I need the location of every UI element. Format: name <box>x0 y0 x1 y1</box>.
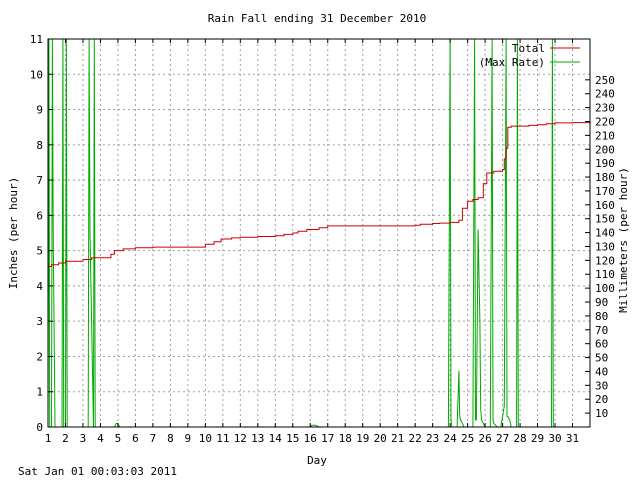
y-left-tick-label: 0 <box>36 421 43 434</box>
y-right-axis-label: Millimeters (per hour) <box>617 167 630 313</box>
x-tick-label: 26 <box>478 432 491 445</box>
x-tick-label: 6 <box>132 432 139 445</box>
x-tick-label: 21 <box>391 432 404 445</box>
x-tick-label: 8 <box>167 432 174 445</box>
y-right-tick-label: 150 <box>595 213 615 226</box>
y-right-axis-ticks: 1020304050607080901001101201301401501601… <box>585 74 615 420</box>
x-tick-label: 11 <box>216 432 229 445</box>
y-right-tick-label: 10 <box>595 407 608 420</box>
x-tick-label: 25 <box>461 432 474 445</box>
x-tick-label: 15 <box>286 432 299 445</box>
y-left-tick-label: 11 <box>30 33 43 46</box>
x-tick-label: 27 <box>496 432 509 445</box>
x-tick-label: 28 <box>513 432 526 445</box>
plot-frame <box>47 38 591 428</box>
x-tick-label: 1 <box>45 432 52 445</box>
x-tick-label: 18 <box>339 432 352 445</box>
y-right-tick-label: 230 <box>595 102 615 115</box>
total-series-line <box>48 122 590 267</box>
y-left-tick-label: 5 <box>36 245 43 258</box>
y-right-tick-label: 210 <box>595 129 615 142</box>
y-left-tick-label: 10 <box>30 68 43 81</box>
x-tick-label: 5 <box>115 432 122 445</box>
x-tick-label: 4 <box>97 432 104 445</box>
y-left-tick-label: 8 <box>36 139 43 152</box>
y-left-tick-label: 6 <box>36 209 43 222</box>
y-right-tick-label: 200 <box>595 143 615 156</box>
y-left-tick-label: 3 <box>36 315 43 328</box>
y-right-tick-label: 170 <box>595 185 615 198</box>
x-tick-label: 13 <box>251 432 264 445</box>
y-right-tick-label: 100 <box>595 282 615 295</box>
legend: Total (Max Rate) <box>479 42 580 69</box>
y-left-tick-label: 2 <box>36 350 43 363</box>
x-tick-label: 12 <box>234 432 247 445</box>
x-tick-label: 2 <box>62 432 69 445</box>
y-right-tick-label: 20 <box>595 393 608 406</box>
chart-title: Rain Fall ending 31 December 2010 <box>208 12 427 25</box>
legend-label-max-rate: (Max Rate) <box>479 56 545 69</box>
y-right-tick-label: 90 <box>595 296 608 309</box>
x-tick-label: 7 <box>150 432 157 445</box>
y-left-tick-label: 9 <box>36 104 43 117</box>
x-tick-label: 23 <box>426 432 439 445</box>
x-axis-ticks: 1 2 3 4 5 6 7 8 9 10 11 12 13 14 15 16 17 18 19 20 21 22 23 24 2… <box>45 39 579 445</box>
y-right-tick-label: 160 <box>595 199 615 212</box>
series-layer <box>47 38 590 428</box>
x-tick-label: 10 <box>199 432 212 445</box>
x-tick-label: 20 <box>374 432 387 445</box>
x-tick-label: 3 <box>80 432 87 445</box>
y-right-tick-label: 40 <box>595 365 608 378</box>
grid-lines <box>48 39 590 427</box>
y-right-tick-label: 250 <box>595 74 615 87</box>
y-left-tick-label: 1 <box>36 386 43 399</box>
x-tick-label: 17 <box>321 432 334 445</box>
y-right-tick-label: 140 <box>595 227 615 240</box>
x-tick-label: 19 <box>356 432 369 445</box>
y-left-axis-ticks: 0 1 2 3 4 5 6 7 8 9 10 11 <box>30 33 53 434</box>
y-left-axis-label: Inches (per hour) <box>7 177 20 290</box>
x-tick-label: 14 <box>269 432 283 445</box>
y-right-tick-label: 220 <box>595 115 615 128</box>
legend-label-total: Total <box>512 42 545 55</box>
x-tick-label: 30 <box>548 432 561 445</box>
x-tick-label: 22 <box>409 432 422 445</box>
y-right-tick-label: 110 <box>595 268 615 281</box>
x-axis-label: Day <box>307 454 327 467</box>
x-tick-label: 29 <box>531 432 544 445</box>
y-right-tick-label: 130 <box>595 240 615 253</box>
y-left-tick-label: 4 <box>36 280 43 293</box>
y-right-tick-label: 70 <box>595 324 608 337</box>
timestamp: Sat Jan 01 00:03:03 2011 <box>18 465 177 478</box>
x-tick-label: 31 <box>566 432 579 445</box>
x-tick-label: 16 <box>304 432 317 445</box>
y-right-tick-label: 50 <box>595 352 608 365</box>
y-right-tick-label: 120 <box>595 254 615 267</box>
y-right-tick-label: 80 <box>595 310 608 323</box>
x-tick-label: 24 <box>444 432 458 445</box>
y-left-tick-label: 7 <box>36 174 43 187</box>
y-right-tick-label: 180 <box>595 171 615 184</box>
max-rate-series-line <box>47 38 573 428</box>
y-right-tick-label: 30 <box>595 379 608 392</box>
x-tick-label: 9 <box>185 432 192 445</box>
y-right-tick-label: 190 <box>595 157 615 170</box>
y-right-tick-label: 60 <box>595 338 608 351</box>
y-right-tick-label: 240 <box>595 88 615 101</box>
